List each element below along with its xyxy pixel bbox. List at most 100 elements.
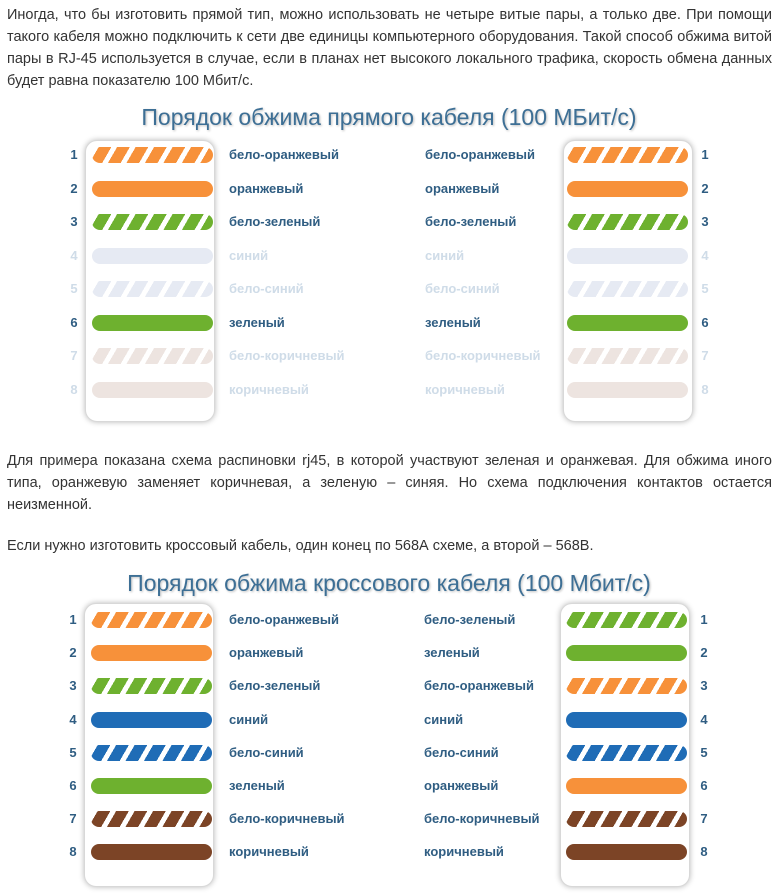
right-pin-number: 8 bbox=[701, 381, 709, 397]
right-wire-label: синий bbox=[425, 247, 465, 263]
right-pin-number: 3 bbox=[700, 678, 708, 694]
left-wire-3 bbox=[92, 214, 213, 230]
right-pin-number: 2 bbox=[701, 180, 709, 196]
left-pin-number: 6 bbox=[69, 778, 77, 793]
straight-cable-title: Порядок обжима прямого кабеля (100 МБит/… bbox=[141, 104, 637, 130]
left-wire-label: синий bbox=[229, 247, 269, 263]
right-wire-label: бело-коричневый bbox=[424, 811, 540, 827]
left-pin-number: 2 bbox=[70, 180, 78, 196]
left-pin-number: 8 bbox=[70, 381, 78, 397]
right-pin-number: 5 bbox=[701, 281, 709, 296]
right-wire-1 bbox=[566, 612, 687, 628]
right-pin-number: 1 bbox=[700, 612, 708, 627]
left-pin-number: 3 bbox=[69, 678, 77, 694]
right-pin-number: 8 bbox=[700, 844, 708, 860]
left-pin-number: 7 bbox=[69, 811, 77, 827]
left-pin-number: 4 bbox=[69, 711, 77, 727]
right-wire-7 bbox=[566, 811, 687, 828]
right-pin-number: 7 bbox=[701, 348, 709, 363]
left-pin-number: 3 bbox=[70, 214, 78, 229]
right-wire-4 bbox=[567, 247, 688, 264]
left-wire-label: бело-зеленый bbox=[229, 214, 321, 229]
left-wire-8 bbox=[91, 844, 212, 861]
right-wire-label: синий bbox=[424, 711, 464, 727]
right-wire-4 bbox=[566, 711, 687, 728]
left-wire-label: зеленый bbox=[229, 778, 285, 793]
right-wire-5 bbox=[567, 281, 688, 297]
left-wire-label: бело-оранжевый bbox=[229, 147, 339, 162]
left-wire-label: оранжевый bbox=[229, 180, 304, 196]
left-wire-4 bbox=[92, 247, 213, 264]
right-wire-label: коричневый bbox=[425, 381, 505, 397]
straight-cable-diagram: 1 бело-оранжевый 2 оранжевый 3 бело-зеленый 4 с… bbox=[0, 139, 778, 424]
right-wire-label: оранжевый bbox=[424, 778, 499, 793]
right-pin-number: 6 bbox=[701, 314, 709, 330]
right-wire-8 bbox=[566, 844, 687, 861]
left-wire-4 bbox=[91, 711, 212, 728]
right-wire-6 bbox=[567, 314, 688, 331]
left-pin-number: 2 bbox=[69, 645, 77, 661]
right-wire-label: бело-синий bbox=[425, 281, 500, 296]
right-wire-label: бело-синий bbox=[424, 744, 499, 760]
right-wire-6 bbox=[566, 778, 687, 794]
right-pin-number: 6 bbox=[700, 778, 708, 793]
left-wire-7 bbox=[91, 811, 212, 828]
right-wire-2 bbox=[566, 645, 687, 662]
crossover-cable-title: Порядок обжима кроссового кабеля (100 Мб… bbox=[127, 570, 651, 596]
left-wire-6 bbox=[92, 314, 213, 331]
left-wire-1 bbox=[92, 147, 213, 163]
right-wire-label: бело-оранжевый bbox=[425, 147, 535, 162]
left-wire-1 bbox=[91, 612, 212, 628]
left-wire-label: бело-коричневый bbox=[229, 811, 345, 827]
right-pin-number: 1 bbox=[701, 147, 709, 162]
left-wire-label: бело-оранжевый bbox=[229, 612, 339, 627]
left-wire-label: бело-синий bbox=[229, 744, 304, 760]
right-wire-label: бело-зеленый bbox=[424, 612, 516, 627]
right-pin-number: 2 bbox=[700, 645, 708, 661]
right-wire-label: оранжевый bbox=[425, 180, 500, 196]
left-pin-number: 1 bbox=[69, 612, 77, 627]
left-wire-label: бело-коричневый bbox=[229, 348, 345, 363]
intro-paragraph: Иногда, что бы изготовить прямой тип, мо… bbox=[7, 7, 772, 89]
right-pin-number: 5 bbox=[700, 744, 708, 760]
right-wire-3 bbox=[566, 678, 687, 695]
left-pin-number: 5 bbox=[70, 281, 78, 296]
right-wire-2 bbox=[567, 180, 688, 197]
right-wire-label: бело-зеленый bbox=[425, 214, 517, 229]
left-pin-number: 5 bbox=[69, 744, 77, 760]
right-wire-label: бело-оранжевый bbox=[424, 678, 534, 694]
left-wire-label: коричневый bbox=[229, 381, 309, 397]
right-wire-3 bbox=[567, 214, 688, 230]
left-wire-5 bbox=[92, 281, 213, 297]
left-pin-number: 4 bbox=[70, 247, 78, 263]
left-wire-5 bbox=[91, 744, 212, 761]
right-wire-label: зеленый bbox=[425, 314, 481, 330]
right-wire-1 bbox=[567, 147, 688, 163]
left-wire-8 bbox=[92, 381, 213, 398]
left-wire-label: зеленый bbox=[229, 314, 285, 330]
left-wire-label: синий bbox=[229, 711, 269, 727]
crossover-cable-diagram: 1 бело-оранжевый 2 оранжевый 3 бело-зеленый 4 с… bbox=[0, 603, 778, 889]
example-paragraph: Для примера показана схема распиновки rj… bbox=[7, 453, 772, 513]
left-wire-label: оранжевый bbox=[229, 645, 304, 661]
right-pin-number: 4 bbox=[701, 247, 709, 263]
right-wire-5 bbox=[566, 744, 687, 761]
right-wire-label: бело-коричневый bbox=[425, 348, 541, 363]
left-wire-label: коричневый bbox=[229, 844, 309, 860]
left-wire-2 bbox=[91, 645, 212, 662]
crossover-paragraph: Если нужно изготовить кроссовый кабель, … bbox=[7, 538, 594, 554]
right-wire-8 bbox=[567, 381, 688, 398]
left-wire-3 bbox=[91, 678, 212, 695]
right-wire-label: зеленый bbox=[424, 645, 480, 661]
left-pin-number: 1 bbox=[70, 147, 78, 162]
right-pin-number: 3 bbox=[701, 214, 709, 229]
left-wire-2 bbox=[92, 180, 213, 197]
left-pin-number: 6 bbox=[70, 314, 78, 330]
right-wire-7 bbox=[567, 348, 688, 364]
right-pin-number: 7 bbox=[700, 811, 708, 827]
left-pin-number: 7 bbox=[70, 348, 78, 363]
right-pin-number: 4 bbox=[700, 711, 708, 727]
left-wire-6 bbox=[91, 778, 212, 794]
right-wire-label: коричневый bbox=[424, 844, 504, 860]
left-pin-number: 8 bbox=[69, 844, 77, 860]
